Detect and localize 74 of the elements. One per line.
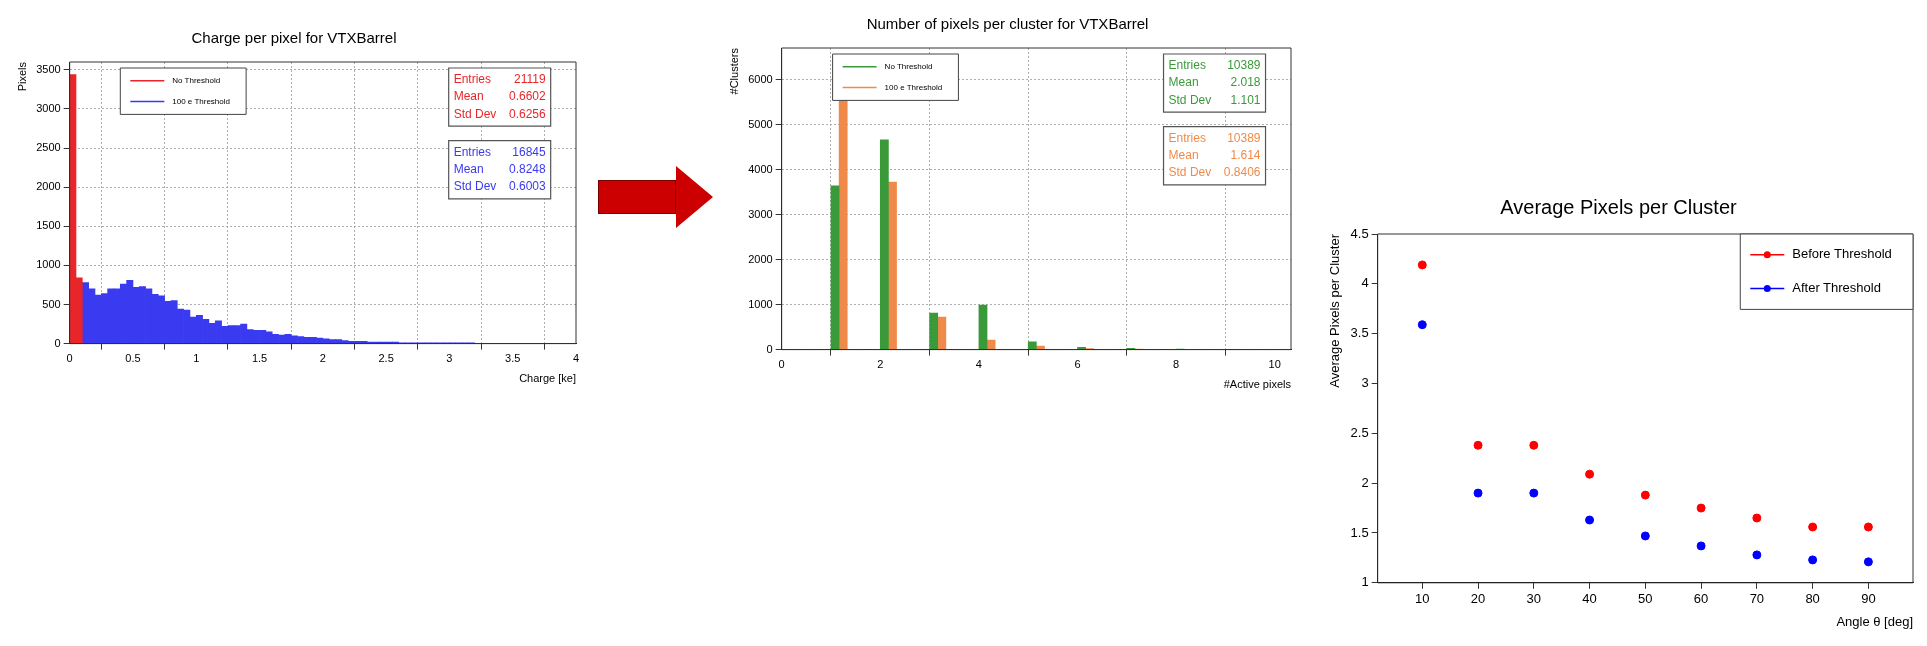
y-tick-label: 2.5 (1350, 424, 1369, 440)
y-tick-label: 2500 (36, 141, 61, 154)
text: Mean 2.018 (1168, 75, 1261, 90)
y-tick-label: 3500 (36, 62, 61, 75)
y-tick-label: 0 (54, 336, 61, 349)
y-tick-label: 1500 (36, 219, 61, 232)
annotation: Std Dev 0.6256 (453, 106, 547, 121)
legend-label: After Threshold (1792, 280, 1881, 296)
x-tick-label: 0 (66, 352, 73, 365)
y-tick-label: 0 (766, 342, 773, 355)
text: Entries 21119 (453, 72, 546, 87)
y-tick-label: 2 (1361, 474, 1369, 490)
chart-title: Number of pixels per cluster for VTXBarrel (866, 15, 1149, 33)
legend-label: No Threshold (172, 76, 221, 85)
annotation: Std Dev 0.8406 (1168, 165, 1261, 180)
y-tick-label: 4.5 (1350, 225, 1369, 241)
chart-title: Charge per pixel for VTXBarrel (191, 29, 397, 47)
y-tick-label: 2000 (36, 180, 61, 193)
y-tick-label: 3000 (36, 101, 61, 114)
x-tick-label: 20 (1470, 591, 1486, 607)
x-tick-label: 40 (1582, 591, 1597, 607)
x-tick-label: 90 (1861, 591, 1876, 607)
x-tick-label: 0 (778, 358, 785, 371)
chart-title: Average Pixels per Cluster (1500, 195, 1738, 218)
y-tick-label: 2000 (748, 252, 773, 265)
x-tick-label: 2 (319, 352, 326, 365)
y-tick-label: 4000 (748, 162, 773, 175)
y-tick-label: 1 (1361, 574, 1369, 590)
legend-label: No Threshold (884, 62, 933, 71)
legend-label: 100 e Threshold (884, 82, 943, 92)
text: Entries 16845 (453, 144, 546, 159)
text: Entries 10389 (1168, 130, 1261, 145)
y-tick-label: 5000 (748, 117, 773, 130)
text: Mean 1.614 (1168, 148, 1261, 163)
y-tick-label: 6000 (748, 72, 773, 85)
y-axis-title: Pixels (15, 61, 28, 92)
y-tick-label: 4 (1361, 275, 1369, 291)
x-tick-label: 1 (193, 352, 200, 365)
x-tick-label: 4 (975, 358, 982, 371)
y-tick-label: 3 (1361, 375, 1369, 391)
x-tick-label: 70 (1749, 591, 1765, 607)
x-tick-label: 2.5 (378, 352, 394, 365)
x-tick-label: 3.5 (505, 352, 521, 365)
text: Mean 0.8248 (453, 162, 546, 177)
x-axis-title: Charge [ke] (519, 372, 576, 385)
x-tick-label: 80 (1805, 591, 1820, 607)
x-axis-title: #Active pixels (1223, 378, 1292, 391)
text: Mean 0.6602 (453, 89, 546, 104)
y-tick-label: 500 (42, 297, 61, 310)
x-tick-label: 50 (1638, 591, 1653, 607)
legend-label: 100 e Threshold (172, 96, 230, 106)
annotation: Std Dev 0.6003 (453, 179, 547, 194)
x-tick-label: 0.5 (125, 352, 141, 365)
x-tick-label: 30 (1526, 591, 1542, 607)
x-tick-label: 8 (1173, 358, 1180, 371)
x-tick-label: 60 (1693, 591, 1709, 607)
y-tick-label: 3000 (748, 207, 773, 220)
y-tick-label: 1000 (748, 297, 773, 310)
text: Entries 10389 (1168, 58, 1261, 73)
y-tick-label: 1000 (36, 258, 61, 271)
y-axis-title: #Clusters (727, 47, 740, 95)
y-tick-label: 1.5 (1350, 524, 1369, 540)
x-axis-title: Angle θ [deg] (1836, 613, 1913, 629)
legend-label: Before Threshold (1792, 246, 1892, 262)
x-tick-label: 10 (1268, 358, 1281, 371)
x-tick-label: 3 (446, 352, 453, 365)
x-tick-label: 1.5 (251, 352, 268, 365)
x-tick-label: 4 (572, 352, 580, 365)
y-axis-title: Average Pixels per Cluster (1327, 233, 1343, 388)
x-tick-label: 6 (1074, 358, 1081, 371)
text: Std Dev 1.101 (1168, 92, 1261, 107)
y-tick-label: 3.5 (1350, 325, 1369, 341)
x-tick-label: 10 (1415, 591, 1430, 607)
x-tick-label: 2 (877, 358, 884, 371)
